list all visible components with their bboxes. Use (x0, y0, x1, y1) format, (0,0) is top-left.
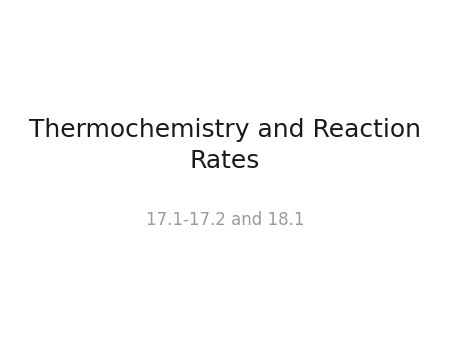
Text: 17.1-17.2 and 18.1: 17.1-17.2 and 18.1 (146, 211, 304, 229)
Text: Thermochemistry and Reaction
Rates: Thermochemistry and Reaction Rates (29, 118, 421, 173)
